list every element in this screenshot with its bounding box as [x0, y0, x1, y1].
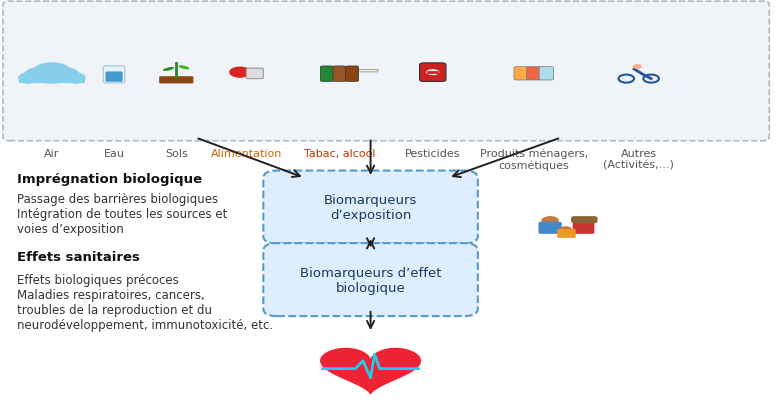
- FancyBboxPatch shape: [571, 217, 597, 224]
- Text: Effets biologiques précoces
Maladies respiratoires, cancers,
troubles de la repr: Effets biologiques précoces Maladies res…: [17, 273, 273, 331]
- Circle shape: [425, 69, 441, 77]
- Circle shape: [559, 227, 572, 233]
- FancyBboxPatch shape: [356, 70, 378, 73]
- Polygon shape: [320, 348, 421, 395]
- FancyBboxPatch shape: [573, 223, 594, 234]
- Text: Biomarqueurs
d’exposition: Biomarqueurs d’exposition: [324, 194, 417, 222]
- FancyBboxPatch shape: [539, 68, 554, 81]
- Ellipse shape: [163, 68, 174, 72]
- FancyBboxPatch shape: [159, 77, 193, 84]
- FancyBboxPatch shape: [3, 2, 769, 141]
- FancyBboxPatch shape: [264, 243, 478, 316]
- Text: Pesticides: Pesticides: [405, 148, 460, 158]
- FancyBboxPatch shape: [321, 67, 333, 82]
- FancyBboxPatch shape: [557, 230, 576, 238]
- Circle shape: [19, 74, 38, 84]
- Text: Sols: Sols: [165, 148, 188, 158]
- Circle shape: [229, 67, 251, 79]
- FancyBboxPatch shape: [526, 68, 541, 81]
- Text: Eau: Eau: [104, 148, 125, 158]
- FancyBboxPatch shape: [514, 68, 528, 81]
- FancyBboxPatch shape: [19, 78, 85, 84]
- Text: Biomarqueurs d’effet
biologique: Biomarqueurs d’effet biologique: [300, 266, 441, 294]
- Text: Alimentation: Alimentation: [211, 148, 282, 158]
- Text: Tabac, alcool: Tabac, alcool: [303, 148, 375, 158]
- FancyBboxPatch shape: [333, 67, 346, 82]
- Text: Air: Air: [44, 148, 59, 158]
- FancyBboxPatch shape: [104, 67, 125, 84]
- Text: Produits ménagers,
cosmétiques: Produits ménagers, cosmétiques: [480, 148, 588, 171]
- Circle shape: [52, 69, 79, 83]
- Circle shape: [633, 65, 642, 70]
- Text: Imprégnation biologique: Imprégnation biologique: [17, 173, 202, 185]
- Circle shape: [66, 74, 85, 84]
- Text: Effets sanitaires: Effets sanitaires: [17, 251, 140, 264]
- FancyBboxPatch shape: [346, 67, 359, 82]
- Circle shape: [25, 69, 52, 83]
- FancyBboxPatch shape: [264, 171, 478, 244]
- FancyBboxPatch shape: [538, 222, 562, 234]
- Text: Autres
(Activités,...): Autres (Activités,...): [603, 148, 674, 170]
- Text: Passage des barrières biologiques
Intégration de toutes les sources et
voies d’e: Passage des barrières biologiques Intégr…: [17, 192, 227, 235]
- Circle shape: [575, 219, 590, 227]
- Circle shape: [541, 217, 558, 226]
- FancyBboxPatch shape: [105, 72, 122, 83]
- FancyBboxPatch shape: [246, 69, 264, 79]
- Ellipse shape: [179, 66, 190, 70]
- Circle shape: [33, 64, 71, 84]
- FancyBboxPatch shape: [420, 64, 446, 82]
